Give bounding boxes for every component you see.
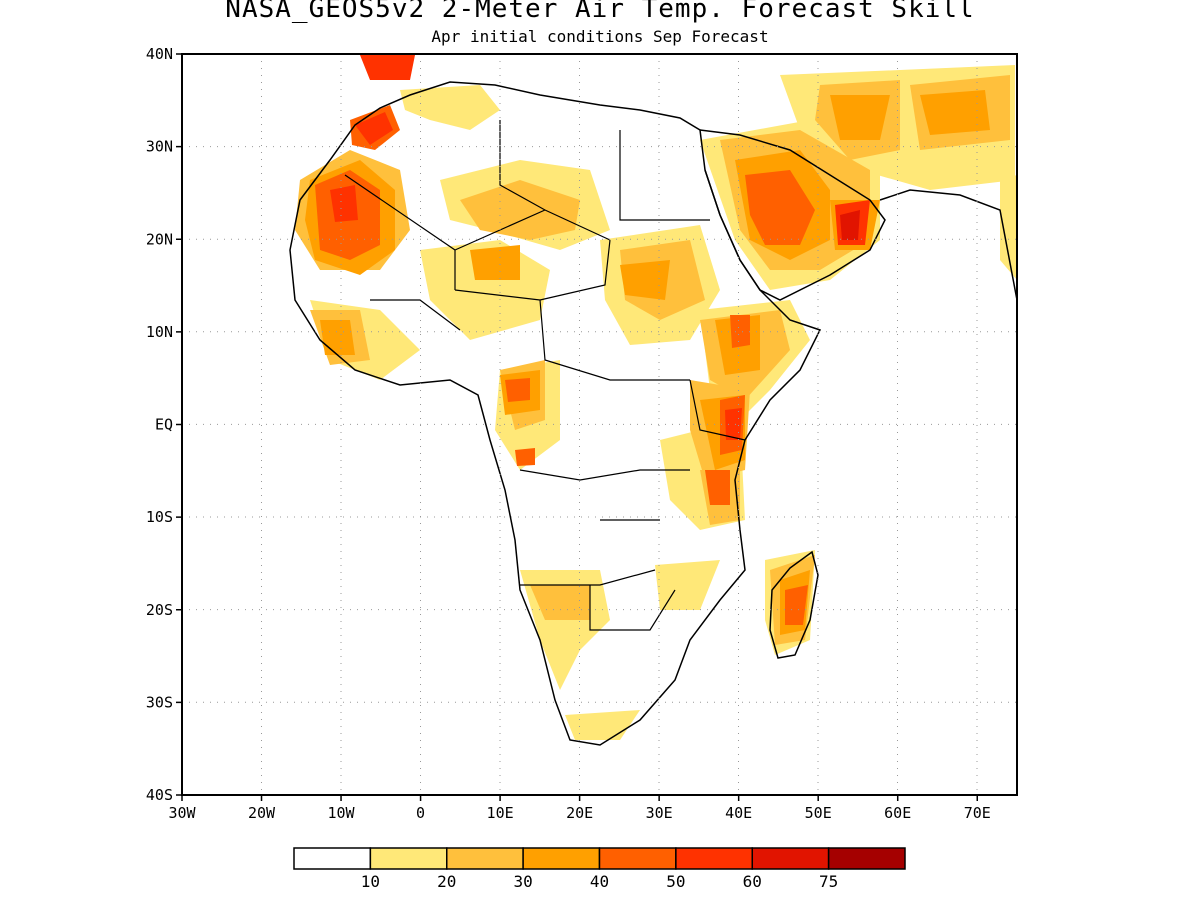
- colorbar-label: 40: [590, 872, 609, 891]
- colorbar-label: 75: [819, 872, 838, 891]
- map-subtitle: Apr initial conditions Sep Forecast: [431, 27, 769, 46]
- lon-tick-label: 10E: [487, 804, 514, 822]
- skill-shading-layer: [289, 55, 1017, 746]
- arabia-coastline: [699, 129, 886, 301]
- lon-tick-label: 70E: [964, 804, 991, 822]
- lon-tick-label: 20E: [566, 804, 593, 822]
- coastlines-borders: [289, 81, 1017, 746]
- colorbar-label: 10: [361, 872, 380, 891]
- lon-tick-label: 0: [416, 804, 425, 822]
- lon-tick-label: 50E: [805, 804, 832, 822]
- colorbar-label: 20: [437, 872, 456, 891]
- colorbar-swatch: [827, 847, 906, 870]
- colorbar-swatch: [369, 847, 448, 870]
- lat-tick-label: 30N: [146, 138, 173, 156]
- latitude-axis: 40N 30N 20N 10N EQ 10S 20S 30S 40S: [146, 45, 182, 804]
- lat-tick-label: 20N: [146, 230, 173, 248]
- colorbar-swatch: [293, 847, 372, 870]
- asia-coastline: [879, 189, 1017, 301]
- colorbar-swatch: [675, 847, 753, 870]
- colorbar-swatch: [522, 847, 601, 870]
- africa-coastline: [289, 81, 822, 746]
- lat-tick-label: 40S: [146, 786, 173, 804]
- lat-tick-label: 30S: [146, 693, 173, 711]
- lon-tick-label: 20W: [248, 804, 276, 822]
- colorbar: 10 20 30 40 50 60 75: [293, 847, 906, 891]
- colorbar-swatch: [598, 847, 677, 870]
- lat-tick-label: 10S: [146, 508, 173, 526]
- colorbar-swatch: [751, 847, 830, 870]
- lon-tick-label: 30E: [646, 804, 673, 822]
- lon-tick-label: 40E: [725, 804, 752, 822]
- lat-tick-label: EQ: [155, 416, 173, 434]
- skill-60-75-areas: [840, 210, 860, 240]
- colorbar-label: 50: [666, 872, 685, 891]
- lon-tick-label: 10W: [328, 804, 356, 822]
- map-title: NASA_GEOS5v2 2-Meter Air Temp. Forecast …: [225, 0, 975, 24]
- lon-tick-label: 60E: [884, 804, 911, 822]
- lat-tick-label: 10N: [146, 323, 173, 341]
- lon-tick-label: 30W: [168, 804, 196, 822]
- longitude-axis: 30W 20W 10W 0 10E 20E 30E 40E 50E 60E 70E: [168, 795, 991, 822]
- colorbar-swatch: [446, 847, 524, 870]
- lat-tick-label: 20S: [146, 601, 173, 619]
- madagascar-coastline: [769, 550, 819, 659]
- colorbar-label: 30: [513, 872, 532, 891]
- colorbar-label: 60: [743, 872, 762, 891]
- lat-tick-label: 40N: [146, 45, 173, 63]
